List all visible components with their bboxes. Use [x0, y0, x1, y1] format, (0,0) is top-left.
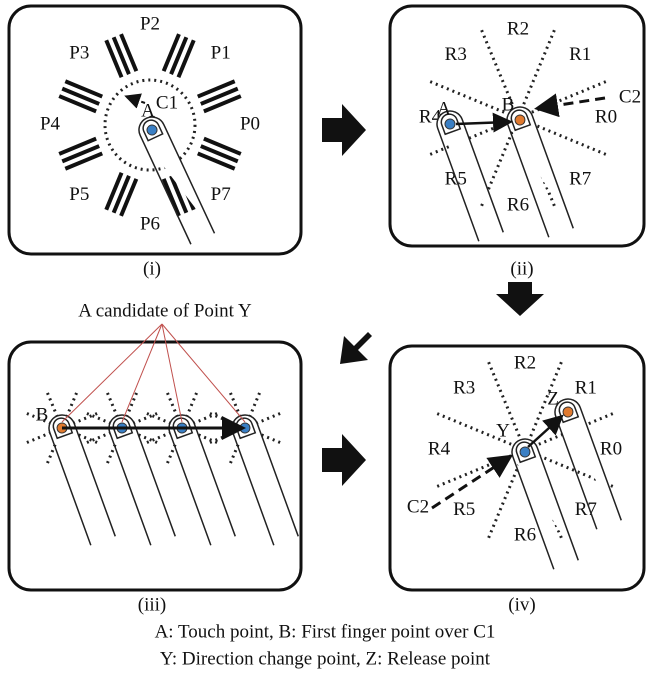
sector-label: R3	[445, 44, 467, 65]
caption: (iv)	[508, 594, 535, 615]
label: A	[437, 98, 451, 119]
sector-label: R1	[569, 44, 591, 65]
legend-line: A: Touch point, B: First finger point ov…	[155, 621, 496, 642]
label: C2	[619, 86, 641, 107]
sector-label: R1	[575, 378, 597, 399]
sector-label: R7	[575, 499, 597, 520]
sector-label: P1	[211, 43, 231, 64]
sector-label: R6	[514, 524, 536, 545]
sector-label: R0	[595, 106, 617, 127]
caption: (iii)	[138, 594, 167, 615]
sector-label: P3	[69, 43, 89, 64]
sector-label: P4	[40, 113, 61, 134]
caption: (ii)	[510, 258, 533, 279]
label: B	[36, 404, 49, 425]
legend-line: Y: Direction change point, Z: Release po…	[160, 648, 491, 669]
diagram: (i) (ii) (iii) (iv) A candidate of Point…	[0, 0, 651, 675]
sector-label: R0	[600, 438, 622, 459]
label: C1	[156, 92, 178, 113]
sector-label: R7	[569, 169, 591, 190]
label: Y	[496, 420, 510, 441]
sector-label: P0	[240, 113, 260, 134]
step-arrow	[322, 104, 366, 156]
sector-label: P7	[211, 184, 231, 205]
caption: (i)	[143, 258, 161, 279]
sector-label: R2	[507, 18, 529, 39]
sector-label: P6	[140, 213, 160, 234]
label: Z	[547, 388, 559, 409]
sector-label: P5	[69, 184, 89, 205]
step-arrow	[340, 332, 372, 364]
label: B	[502, 94, 515, 115]
sector-label: R5	[453, 499, 475, 520]
step-arrow	[322, 434, 366, 486]
label: C2	[407, 496, 429, 517]
step-arrow	[496, 282, 544, 316]
candidate-label: A candidate of Point Y	[78, 300, 252, 321]
sector-label: P2	[140, 13, 160, 34]
label: A	[141, 100, 155, 121]
sector-label: R3	[453, 378, 475, 399]
sector-label: R2	[514, 352, 536, 373]
sector-label: R4	[428, 438, 451, 459]
sector-label: R6	[507, 194, 529, 215]
